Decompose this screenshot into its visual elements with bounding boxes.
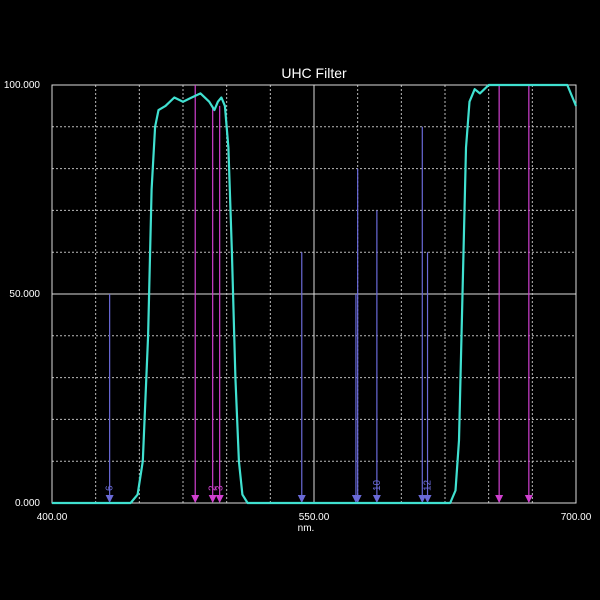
emission-arrow bbox=[495, 495, 504, 503]
emission-label: 10 bbox=[372, 479, 383, 491]
x-tick-label: 400.00 bbox=[37, 512, 68, 523]
emission-arrow bbox=[353, 495, 362, 503]
emission-arrow bbox=[423, 495, 432, 503]
y-tick-label: 0.000 bbox=[15, 498, 40, 509]
x-axis-label: nm. bbox=[298, 523, 315, 534]
emission-label: 6 bbox=[105, 485, 116, 491]
emission-arrow bbox=[524, 495, 533, 503]
emission-label: 2 bbox=[208, 485, 219, 491]
emission-arrow bbox=[215, 495, 224, 503]
emission-arrow bbox=[297, 495, 306, 503]
y-tick-label: 50.000 bbox=[9, 289, 40, 300]
emission-arrow bbox=[208, 495, 217, 503]
transmission-curve bbox=[52, 83, 578, 505]
x-tick-label: 550.00 bbox=[299, 512, 330, 523]
chart-title: UHC Filter bbox=[281, 65, 347, 81]
emission-arrow bbox=[372, 495, 381, 503]
emission-arrow bbox=[191, 495, 200, 503]
y-tick-label: 100.000 bbox=[4, 80, 41, 91]
x-tick-label: 700.00 bbox=[561, 512, 592, 523]
emission-label: 3 bbox=[215, 485, 226, 491]
emission-label: 12 bbox=[423, 479, 434, 491]
emission-arrow bbox=[105, 495, 114, 503]
emission-arrow bbox=[418, 495, 427, 503]
